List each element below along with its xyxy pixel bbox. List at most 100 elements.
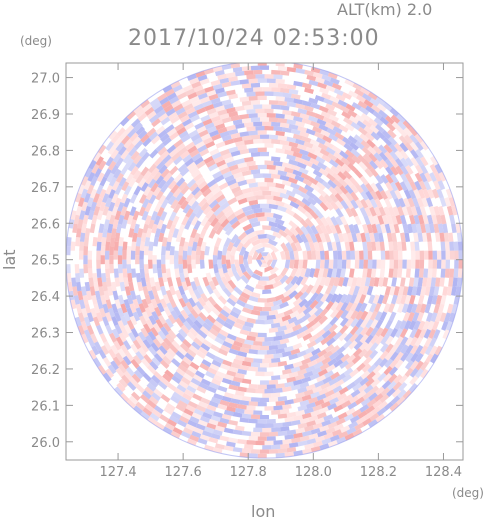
radar-cell bbox=[190, 308, 200, 319]
radar-cell bbox=[245, 267, 254, 277]
radar-cell bbox=[306, 402, 316, 410]
radar-cell bbox=[394, 142, 404, 153]
radar-cell bbox=[135, 236, 142, 247]
radar-cell bbox=[328, 276, 336, 287]
radar-cell bbox=[227, 279, 237, 290]
radar-cell bbox=[435, 312, 443, 323]
radar-cell bbox=[185, 316, 195, 327]
radar-cell bbox=[319, 276, 327, 287]
radar-cell bbox=[384, 189, 393, 200]
radar-cell bbox=[166, 144, 177, 154]
radar-cell bbox=[149, 149, 159, 159]
radar-cell bbox=[300, 225, 309, 236]
radar-cell bbox=[315, 181, 326, 191]
radar-cell bbox=[264, 354, 274, 359]
radar-cell bbox=[155, 334, 165, 345]
radar-cell bbox=[413, 277, 419, 287]
radar-cell bbox=[291, 304, 302, 313]
radar-cell bbox=[373, 277, 380, 287]
radar-cell bbox=[299, 130, 310, 138]
radar-cell bbox=[241, 205, 252, 213]
radar-cell bbox=[292, 151, 303, 159]
radar-cell bbox=[301, 394, 312, 402]
radar-cell bbox=[139, 393, 150, 404]
radar-cell bbox=[114, 311, 122, 322]
radar-cell bbox=[219, 435, 230, 442]
radar-cell bbox=[308, 97, 319, 105]
radar-cell bbox=[273, 74, 283, 80]
radar-cell bbox=[414, 172, 423, 183]
radar-cell bbox=[326, 172, 336, 182]
radar-cell bbox=[357, 383, 368, 393]
radar-cell bbox=[130, 219, 137, 229]
radar-cell bbox=[226, 241, 234, 252]
radar-cell bbox=[304, 268, 312, 278]
radar-cell bbox=[321, 437, 332, 445]
radar-cell bbox=[389, 402, 400, 412]
radar-cell bbox=[410, 259, 416, 269]
radar-cell bbox=[368, 118, 378, 128]
radar-cell bbox=[305, 225, 314, 236]
radar-cell bbox=[176, 384, 187, 393]
radar-cell bbox=[292, 187, 303, 196]
radar-cell bbox=[372, 259, 377, 269]
radar-cell bbox=[282, 109, 292, 116]
radar-cell bbox=[138, 303, 146, 313]
radar-cell bbox=[380, 223, 387, 234]
radar-cell bbox=[385, 250, 390, 260]
radar-cell bbox=[186, 264, 193, 274]
radar-cell bbox=[230, 150, 241, 157]
radar-cell bbox=[381, 129, 392, 140]
radar-cell bbox=[223, 427, 234, 434]
radar-cell bbox=[122, 241, 128, 251]
radar-cell bbox=[297, 108, 308, 115]
radar-cell bbox=[310, 391, 321, 399]
radar-cell bbox=[262, 358, 272, 364]
radar-cell bbox=[422, 320, 431, 331]
radar-cell bbox=[117, 320, 126, 331]
radar-cell bbox=[217, 295, 228, 305]
radar-cell bbox=[137, 281, 144, 292]
radar-cell bbox=[410, 250, 416, 260]
radar-cell bbox=[330, 120, 341, 129]
radar-cell bbox=[331, 82, 342, 91]
radar-cell bbox=[123, 370, 133, 381]
radar-cell bbox=[439, 277, 445, 287]
radar-cell bbox=[268, 117, 279, 123]
radar-cell bbox=[224, 174, 235, 183]
radar-cell bbox=[212, 429, 223, 436]
radar-cell bbox=[149, 97, 160, 107]
radar-cell bbox=[222, 359, 233, 367]
radar-cell bbox=[324, 389, 335, 398]
radar-cell bbox=[354, 215, 362, 226]
radar-cell bbox=[407, 197, 415, 208]
radar-cell bbox=[259, 311, 270, 316]
radar-cell bbox=[192, 374, 203, 383]
radar-cell bbox=[330, 301, 339, 312]
radar-cell bbox=[279, 122, 290, 129]
radar-cell bbox=[415, 303, 423, 314]
radar-cell bbox=[295, 427, 306, 434]
radar-cell bbox=[194, 370, 205, 379]
radar-cell bbox=[195, 315, 206, 326]
radar-cell bbox=[312, 195, 323, 205]
radar-cell bbox=[268, 431, 279, 437]
radar-cell bbox=[159, 298, 168, 309]
radar-cell bbox=[222, 152, 233, 160]
radar-cell bbox=[303, 352, 314, 360]
radar-cell bbox=[215, 225, 224, 236]
radar-cell bbox=[178, 130, 189, 139]
radar-cell bbox=[127, 381, 137, 391]
radar-cell bbox=[359, 377, 370, 387]
radar-cell bbox=[215, 210, 225, 221]
radar-cell bbox=[302, 82, 312, 89]
radar-cell bbox=[262, 259, 267, 264]
radar-cell bbox=[167, 127, 177, 137]
radar-cell bbox=[432, 250, 438, 260]
radar-cell bbox=[427, 320, 435, 331]
radar-cell bbox=[270, 304, 281, 311]
radar-cell bbox=[424, 286, 431, 296]
radar-cell bbox=[268, 379, 279, 385]
radar-cell bbox=[425, 353, 434, 364]
radar-cell bbox=[416, 312, 424, 322]
